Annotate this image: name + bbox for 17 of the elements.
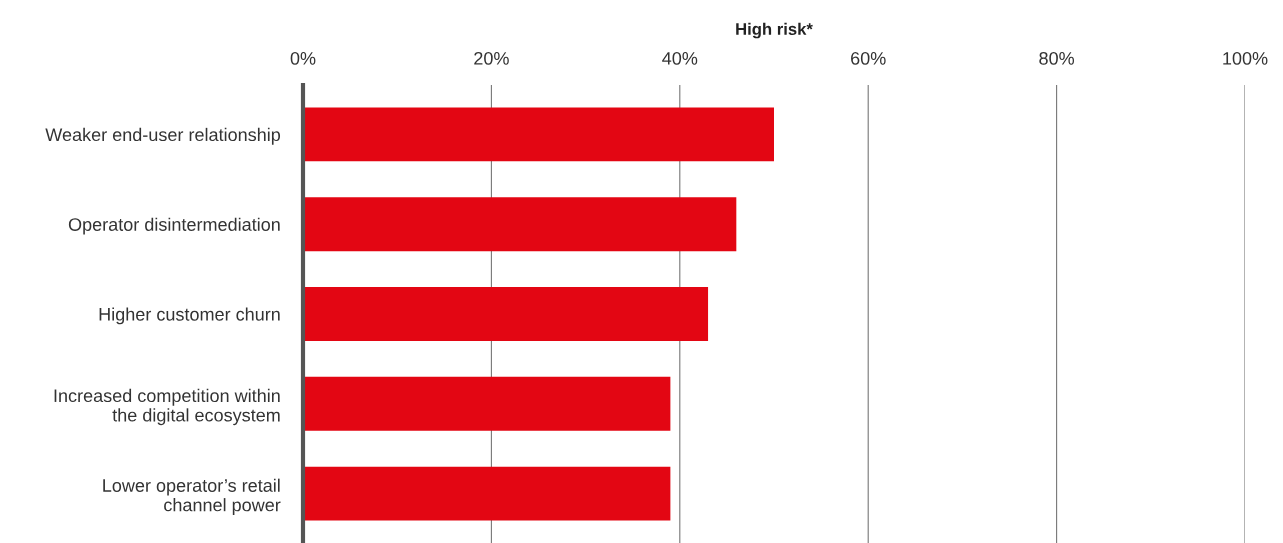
x-tick-label: 100% (1223, 51, 1268, 65)
bar (303, 466, 671, 521)
x-tick-label: 0% (290, 51, 316, 65)
x-tick-label: 40% (662, 51, 698, 65)
y-tick-label: Operator disintermediation (68, 217, 280, 235)
x-axis-title: High risk* (736, 22, 813, 39)
bar (303, 197, 737, 252)
bar (303, 376, 671, 431)
bar (303, 287, 709, 341)
x-tick-label: 60% (851, 51, 886, 65)
y-tick-label: Increased competition within the digital ecosystem (54, 388, 280, 426)
y-tick-label: Weaker end-user relationship (45, 127, 281, 145)
bar (303, 107, 774, 162)
x-tick-label: 20% (474, 51, 509, 65)
x-tick-label: 80% (1039, 51, 1075, 65)
y-tick-label: Higher customer churn (99, 307, 280, 325)
y-tick-label: Lower operator’s retail channel power (103, 478, 281, 515)
